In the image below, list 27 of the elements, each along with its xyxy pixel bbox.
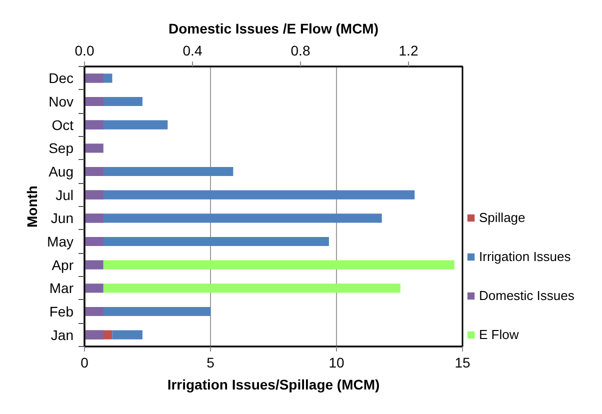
x-tick-label: 15	[454, 354, 470, 370]
y-tick-label: Mar	[49, 280, 74, 296]
y-tick-label: Sep	[48, 140, 74, 156]
x2-tick-label: 0.0	[74, 42, 94, 58]
x2-axis-title: Domestic Issues /E Flow (MCM)	[168, 20, 379, 36]
legend-label: Domestic Issues	[479, 288, 574, 303]
y-tick-label: Aug	[48, 164, 74, 180]
x-tick-label: 5	[206, 354, 215, 370]
y-tick-label: Jun	[50, 210, 74, 226]
y-tick-label: Dec	[48, 70, 74, 86]
y-tick-label: Nov	[48, 94, 74, 110]
legend-label: Irrigation Issues	[479, 249, 571, 264]
y-tick-label: Apr	[52, 256, 74, 273]
y-tick-label: Jul	[56, 186, 74, 203]
y-tick-label: May	[47, 234, 74, 250]
x2-tick-label: 0.4	[182, 42, 202, 58]
x-axis-title: Irrigation Issues/Spillage (MCM)	[167, 376, 380, 392]
y-axis-title: Month	[24, 186, 40, 228]
y-tick-label: Oct	[52, 116, 74, 133]
x2-tick-label: 0.8	[290, 42, 310, 58]
legend-label: Spillage	[479, 210, 526, 225]
x-tick-label: 10	[328, 354, 344, 370]
x-tick-label: 0	[80, 354, 89, 370]
legend-label: E Flow	[479, 327, 519, 342]
y-tick-label: Jan	[50, 326, 74, 343]
x2-tick-label: 1.2	[398, 42, 418, 58]
y-tick-label: Feb	[49, 304, 74, 320]
